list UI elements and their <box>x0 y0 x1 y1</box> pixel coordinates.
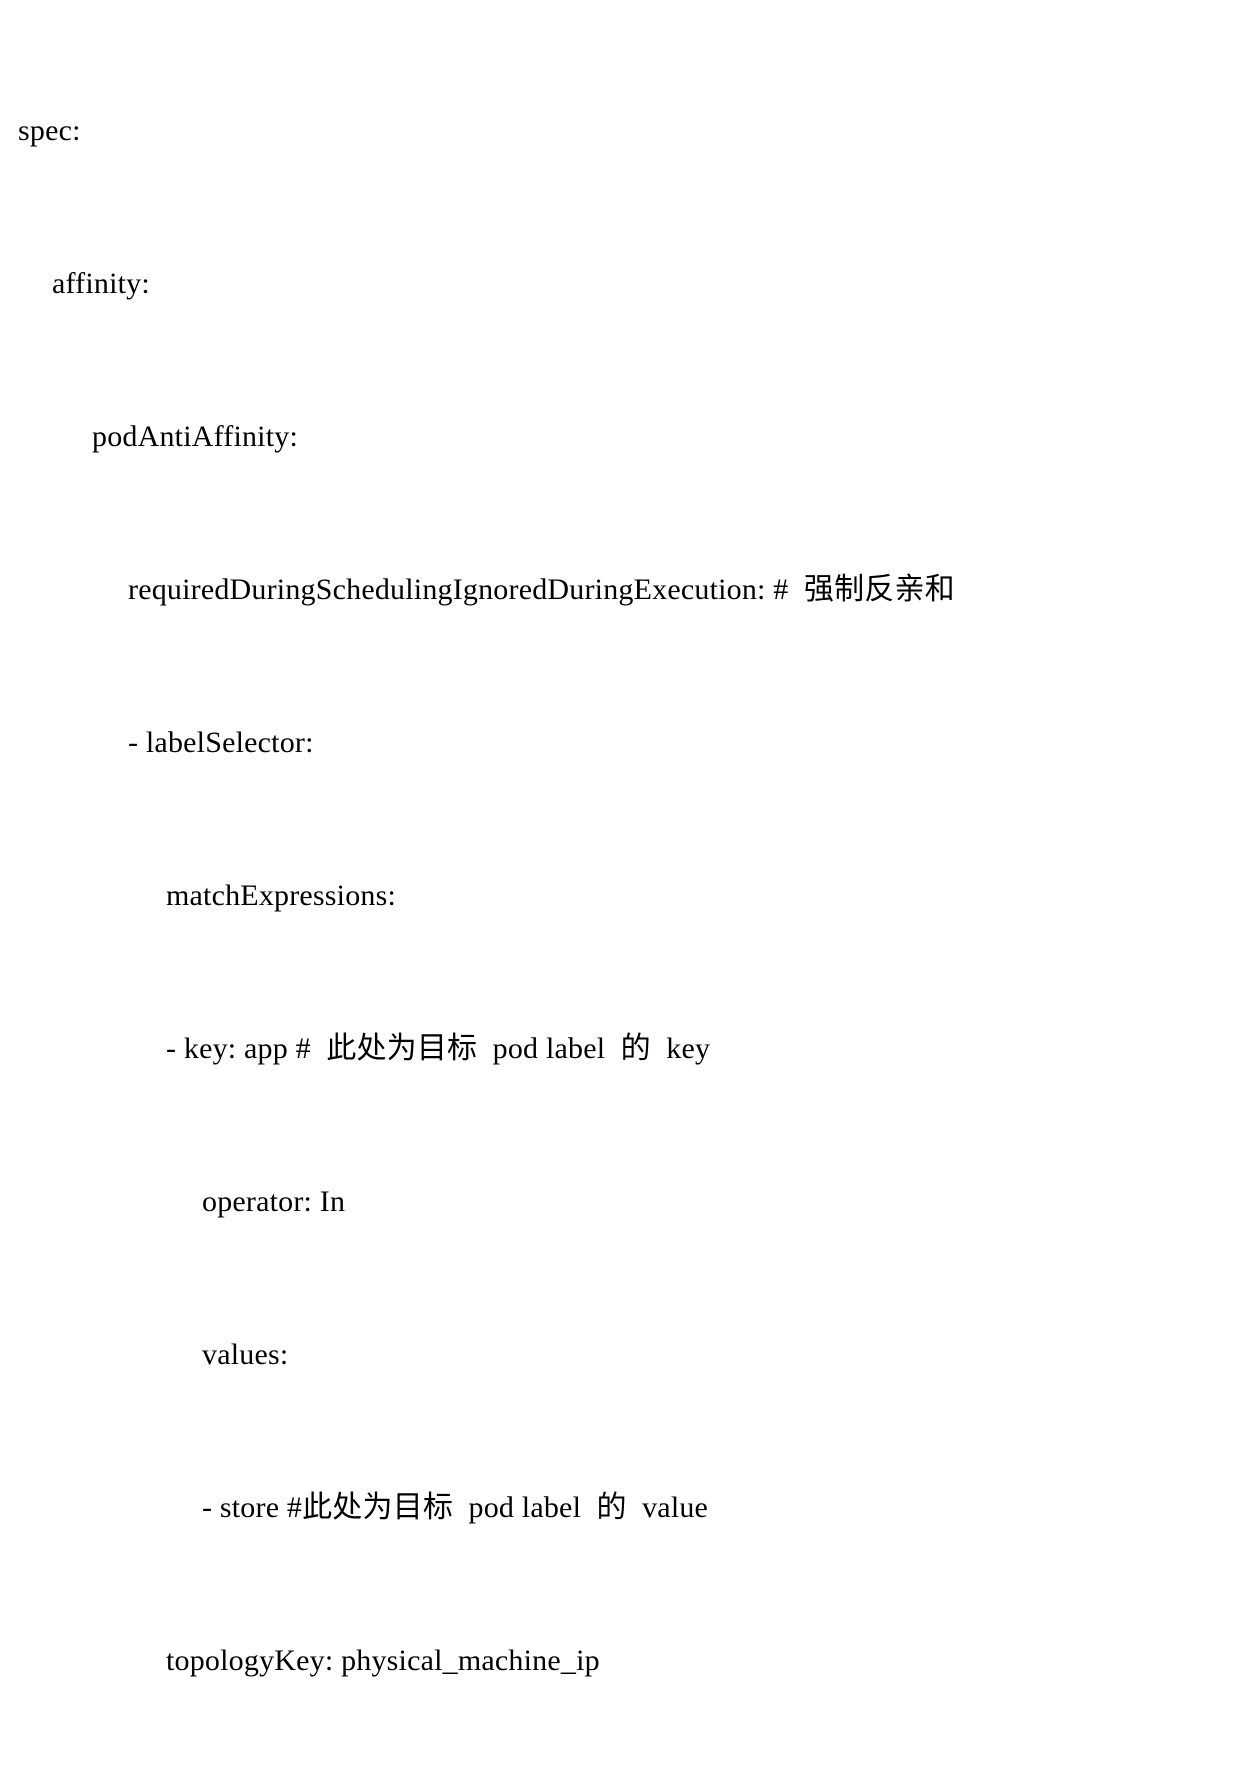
code-line: affinity: <box>52 246 1222 323</box>
code-line: operator: In <box>202 1164 1222 1241</box>
code-line: - store #此处为目标 pod label 的 value <box>202 1470 1222 1547</box>
code-line: - key: app # 此处为目标 pod label 的 key <box>166 1011 1222 1088</box>
code-line: - labelSelector: <box>128 705 1222 782</box>
code-line: matchExpressions: <box>166 858 1222 935</box>
code-line: podAntiAffinity: <box>92 399 1222 476</box>
code-line: topologyKey: physical_machine_ip <box>166 1623 1222 1700</box>
code-line: values: <box>202 1317 1222 1394</box>
code-line: spec: <box>18 93 1222 170</box>
yaml-document: spec: affinity: podAntiAffinity: require… <box>0 0 1240 1792</box>
code-line: requiredDuringSchedulingIgnoredDuringExe… <box>128 552 1222 629</box>
